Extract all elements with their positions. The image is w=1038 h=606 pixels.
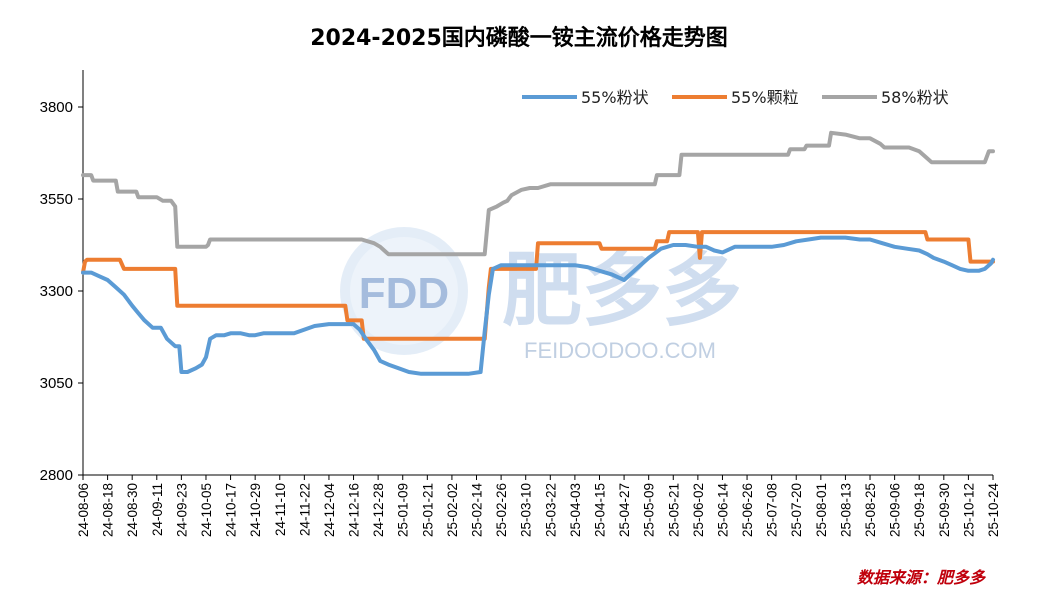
x-tick-label: 24-08-30 bbox=[125, 483, 140, 537]
series-lines bbox=[81, 130, 995, 376]
x-tick-label: 24-10-05 bbox=[199, 483, 214, 537]
x-tick-label: 25-07-20 bbox=[789, 483, 804, 537]
x-tick-label: 25-03-22 bbox=[543, 483, 558, 537]
x-tick-label: 25-01-21 bbox=[420, 483, 435, 537]
legend-label: 58%粉状 bbox=[881, 88, 949, 107]
y-tick-label: 2800 bbox=[40, 467, 73, 484]
x-tick-label: 24-08-18 bbox=[101, 483, 116, 537]
y-axis-ticks: 2800 3050 3300 3550 3800 bbox=[40, 99, 83, 484]
x-tick-label: 25-02-14 bbox=[470, 483, 485, 538]
x-tick-label: 24-12-04 bbox=[322, 483, 337, 538]
feiduoduo-watermark: FDD 肥多多 FEIDOODOO.COM bbox=[340, 227, 742, 363]
y-tick-label: 3050 bbox=[40, 375, 73, 392]
x-tick-label: 25-09-30 bbox=[937, 483, 952, 537]
x-tick-label: 24-09-11 bbox=[150, 483, 165, 536]
x-tick-label: 24-11-10 bbox=[273, 483, 288, 536]
x-tick-label: 25-05-21 bbox=[666, 483, 681, 537]
y-tick-label: 3800 bbox=[40, 99, 73, 116]
x-tick-label: 25-04-15 bbox=[592, 483, 607, 537]
chart-title: 2024-2025国内磷酸一铵主流价格走势图 bbox=[310, 25, 728, 51]
x-axis-ticks: 24-08-06 24-08-18 24-08-30 24-09-11 24-09-23… bbox=[76, 475, 1001, 537]
x-tick-label: 25-09-18 bbox=[912, 483, 927, 537]
x-tick-label: 25-06-14 bbox=[715, 483, 730, 538]
watermark-domain-text: FEIDOODOO.COM bbox=[524, 338, 716, 363]
legend: 55%粉状 55%颗粒 58%粉状 bbox=[522, 88, 949, 107]
x-tick-label: 25-05-09 bbox=[642, 483, 657, 537]
x-tick-label: 25-04-03 bbox=[568, 483, 583, 537]
legend-label: 55%颗粒 bbox=[731, 88, 799, 107]
x-tick-label: 25-02-02 bbox=[445, 483, 460, 537]
x-tick-label: 24-08-06 bbox=[76, 483, 91, 537]
x-tick-label: 24-10-29 bbox=[248, 483, 263, 537]
series-line bbox=[81, 130, 995, 257]
x-tick-label: 24-12-16 bbox=[347, 483, 362, 537]
series-line bbox=[81, 235, 995, 376]
x-tick-label: 25-07-08 bbox=[765, 483, 780, 537]
x-tick-label: 25-03-10 bbox=[519, 483, 534, 537]
x-tick-label: 25-02-26 bbox=[494, 483, 509, 537]
x-tick-label: 25-06-02 bbox=[691, 483, 706, 537]
y-tick-label: 3300 bbox=[40, 283, 73, 300]
x-tick-label: 25-08-01 bbox=[814, 483, 829, 537]
x-tick-label: 24-10-17 bbox=[224, 483, 239, 537]
watermark-logo-text: FDD bbox=[359, 269, 449, 318]
x-tick-label: 25-09-06 bbox=[888, 483, 903, 537]
data-source-note: 数据来源：肥多多 bbox=[857, 568, 987, 587]
series-line bbox=[81, 230, 995, 341]
x-tick-label: 24-12-28 bbox=[371, 483, 386, 537]
legend-label: 55%粉状 bbox=[581, 88, 649, 107]
x-tick-label: 25-06-26 bbox=[740, 483, 755, 537]
x-tick-label: 25-10-12 bbox=[961, 483, 976, 537]
y-tick-label: 3550 bbox=[40, 191, 73, 208]
x-tick-label: 25-01-09 bbox=[396, 483, 411, 537]
x-tick-label: 25-08-25 bbox=[863, 483, 878, 537]
x-tick-label: 24-11-22 bbox=[297, 483, 312, 536]
x-tick-label: 25-08-13 bbox=[838, 483, 853, 537]
watermark-brand-text: 肥多多 bbox=[502, 246, 742, 335]
x-tick-label: 25-04-27 bbox=[617, 483, 632, 537]
x-tick-label: 24-09-23 bbox=[174, 483, 189, 537]
x-tick-label: 25-10-24 bbox=[986, 483, 1001, 538]
